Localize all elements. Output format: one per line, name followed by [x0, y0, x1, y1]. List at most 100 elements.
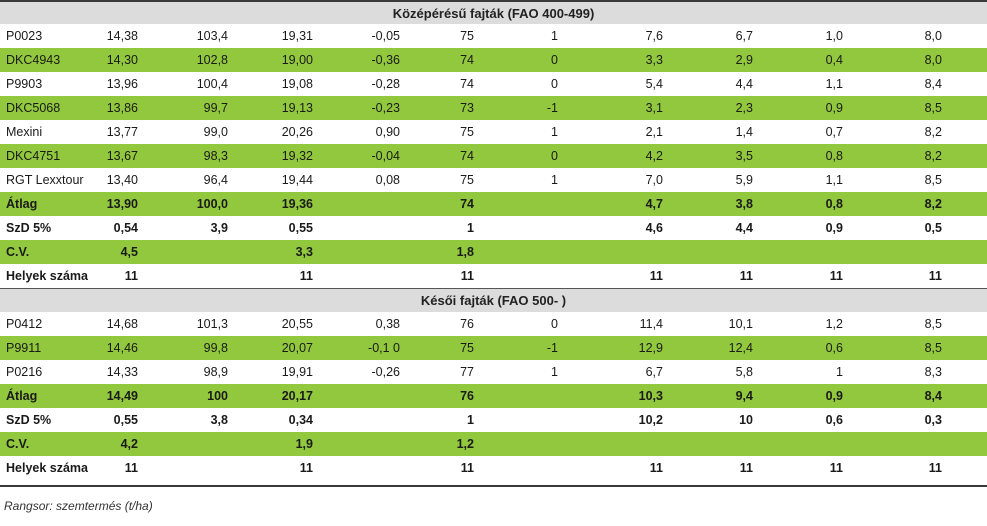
- table-cell: 19,91: [281, 365, 313, 379]
- table-cell: 0,9: [825, 389, 843, 403]
- table-cell: 1,1: [825, 173, 843, 187]
- table-cell: 0,54: [113, 221, 138, 235]
- row-label: SzD 5%: [6, 413, 52, 427]
- table-cell: 20,55: [281, 317, 313, 331]
- table-row: P0216 14,33 98,9 19,91 -0,26 77 1 6,7 5,8 1 8,3: [0, 360, 987, 384]
- table-cell: [350, 192, 400, 216]
- table-cell: 8,5: [924, 173, 942, 187]
- table-cell: 76: [460, 389, 474, 403]
- table-cell: 1,2: [825, 317, 843, 331]
- table-cell: 4,6: [645, 221, 663, 235]
- table-cell: 14,30: [106, 53, 138, 67]
- table-cell: 75: [460, 173, 474, 187]
- footnote: Rangsor: szemtermés (t/ha): [4, 499, 153, 513]
- table-cell: 3,3: [295, 245, 313, 259]
- row-label: Mexini: [6, 125, 43, 139]
- table-cell: 4,4: [735, 77, 753, 91]
- table-cell: 1: [551, 125, 558, 139]
- table-cell: 8,2: [924, 125, 942, 139]
- table-cell: 0,8: [825, 149, 843, 163]
- table-cell: 0,7: [825, 125, 843, 139]
- table-cell: [350, 264, 400, 288]
- table-cell: 13,67: [106, 149, 138, 163]
- table-cell: 1: [836, 365, 843, 379]
- table-cell: 6,7: [735, 29, 753, 43]
- table-cell: 4,2: [120, 437, 138, 451]
- table-cell: 0: [551, 53, 558, 67]
- table-cell: 10: [739, 413, 753, 427]
- section-header: Késői fajták (FAO 500- ): [0, 288, 987, 312]
- table-cell: [710, 240, 753, 264]
- section-header: Középérésű fajták (FAO 400-499): [0, 0, 987, 24]
- table-cell: 11: [739, 461, 753, 475]
- table-cell: 0,4: [825, 53, 843, 67]
- table-cell: 3,9: [210, 221, 228, 235]
- table-cell: [620, 240, 663, 264]
- table-cell: 13,86: [106, 101, 138, 115]
- table-cell: [895, 432, 942, 456]
- table-cell: 10,1: [728, 317, 753, 331]
- table-cell: 8,3: [924, 365, 942, 379]
- table-cell: [520, 408, 558, 432]
- table-cell: [350, 216, 400, 240]
- table-row: Átlag 13,90 100,0 19,36 74 4,7 3,8 0,8 8,2: [0, 192, 987, 216]
- table-cell: 3,8: [735, 197, 753, 211]
- table-cell: [520, 240, 558, 264]
- row-label: DKC4751: [6, 149, 61, 163]
- table-cell: -0,23: [371, 101, 401, 115]
- table-cell: 7,0: [645, 173, 663, 187]
- table-cell: 11: [649, 269, 663, 283]
- table-cell: 5,4: [645, 77, 663, 91]
- table-cell: 11: [928, 461, 942, 475]
- table-cell: 19,32: [281, 149, 313, 163]
- table-cell: 13,40: [106, 173, 138, 187]
- table-cell: 0,38: [375, 317, 400, 331]
- table-cell: 10,2: [638, 413, 663, 427]
- table-cell: -0,05: [371, 29, 401, 43]
- table-cell: 2,9: [735, 53, 753, 67]
- table-cell: 3,5: [735, 149, 753, 163]
- table-cell: 8,5: [924, 317, 942, 331]
- table-row: SzD 5% 0,55 3,8 0,34 1 10,2 10 0,6 0,3: [0, 408, 987, 432]
- table-cell: [180, 432, 228, 456]
- table-cell: 0: [551, 77, 558, 91]
- table-row: DKC5068 13,86 99,7 19,13 -0,23 73 -1 3,1 2,3 0,9 8…: [0, 96, 987, 120]
- table-cell: [520, 432, 558, 456]
- table-cell: 0,6: [825, 341, 843, 355]
- table-cell: 102,8: [196, 53, 228, 67]
- results-table: Középérésű fajták (FAO 400-499) P0023 14,3…: [0, 0, 987, 475]
- table-row: Átlag 14,49 100 20,17 76 10,3 9,4 0,9 8,4: [0, 384, 987, 408]
- table-cell: 6,7: [645, 365, 663, 379]
- table-cell: 101,3: [196, 317, 228, 331]
- table-cell: 0: [551, 317, 558, 331]
- row-label: DKC5068: [6, 101, 61, 115]
- table-cell: 12,9: [638, 341, 663, 355]
- table-cell: 75: [460, 125, 474, 139]
- table-cell: 14,46: [106, 341, 138, 355]
- table-cell: 74: [460, 197, 474, 211]
- table-cell: 19,00: [281, 53, 313, 67]
- table-cell: 74: [460, 77, 474, 91]
- table-cell: 75: [460, 341, 474, 355]
- table-cell: 4,4: [735, 221, 753, 235]
- table-cell: 73: [460, 101, 474, 115]
- table-cell: 76: [460, 317, 474, 331]
- table-cell: 11: [299, 269, 313, 283]
- table-cell: 2,3: [735, 101, 753, 115]
- table-cell: 5,9: [735, 173, 753, 187]
- table-cell: 5,8: [735, 365, 753, 379]
- section-title: Középérésű fajták (FAO 400-499): [392, 6, 595, 21]
- row-label: Helyek száma: [6, 269, 89, 283]
- table-cell: 19,44: [281, 173, 313, 187]
- table-cell: 4,7: [645, 197, 663, 211]
- table-cell: 0,34: [288, 413, 313, 427]
- row-label: DKC4943: [6, 53, 61, 67]
- table-row: DKC4751 13,67 98,3 19,32 -0,04 74 0 4,2 3,5 0,8 8,…: [0, 144, 987, 168]
- row-label: P9911: [6, 341, 42, 355]
- row-label: P0023: [6, 29, 43, 43]
- table-cell: 11: [649, 461, 663, 475]
- table-cell: 14,68: [106, 317, 138, 331]
- table-cell: 0,90: [375, 125, 400, 139]
- table-cell: 8,2: [924, 149, 942, 163]
- table-cell: 8,2: [924, 197, 942, 211]
